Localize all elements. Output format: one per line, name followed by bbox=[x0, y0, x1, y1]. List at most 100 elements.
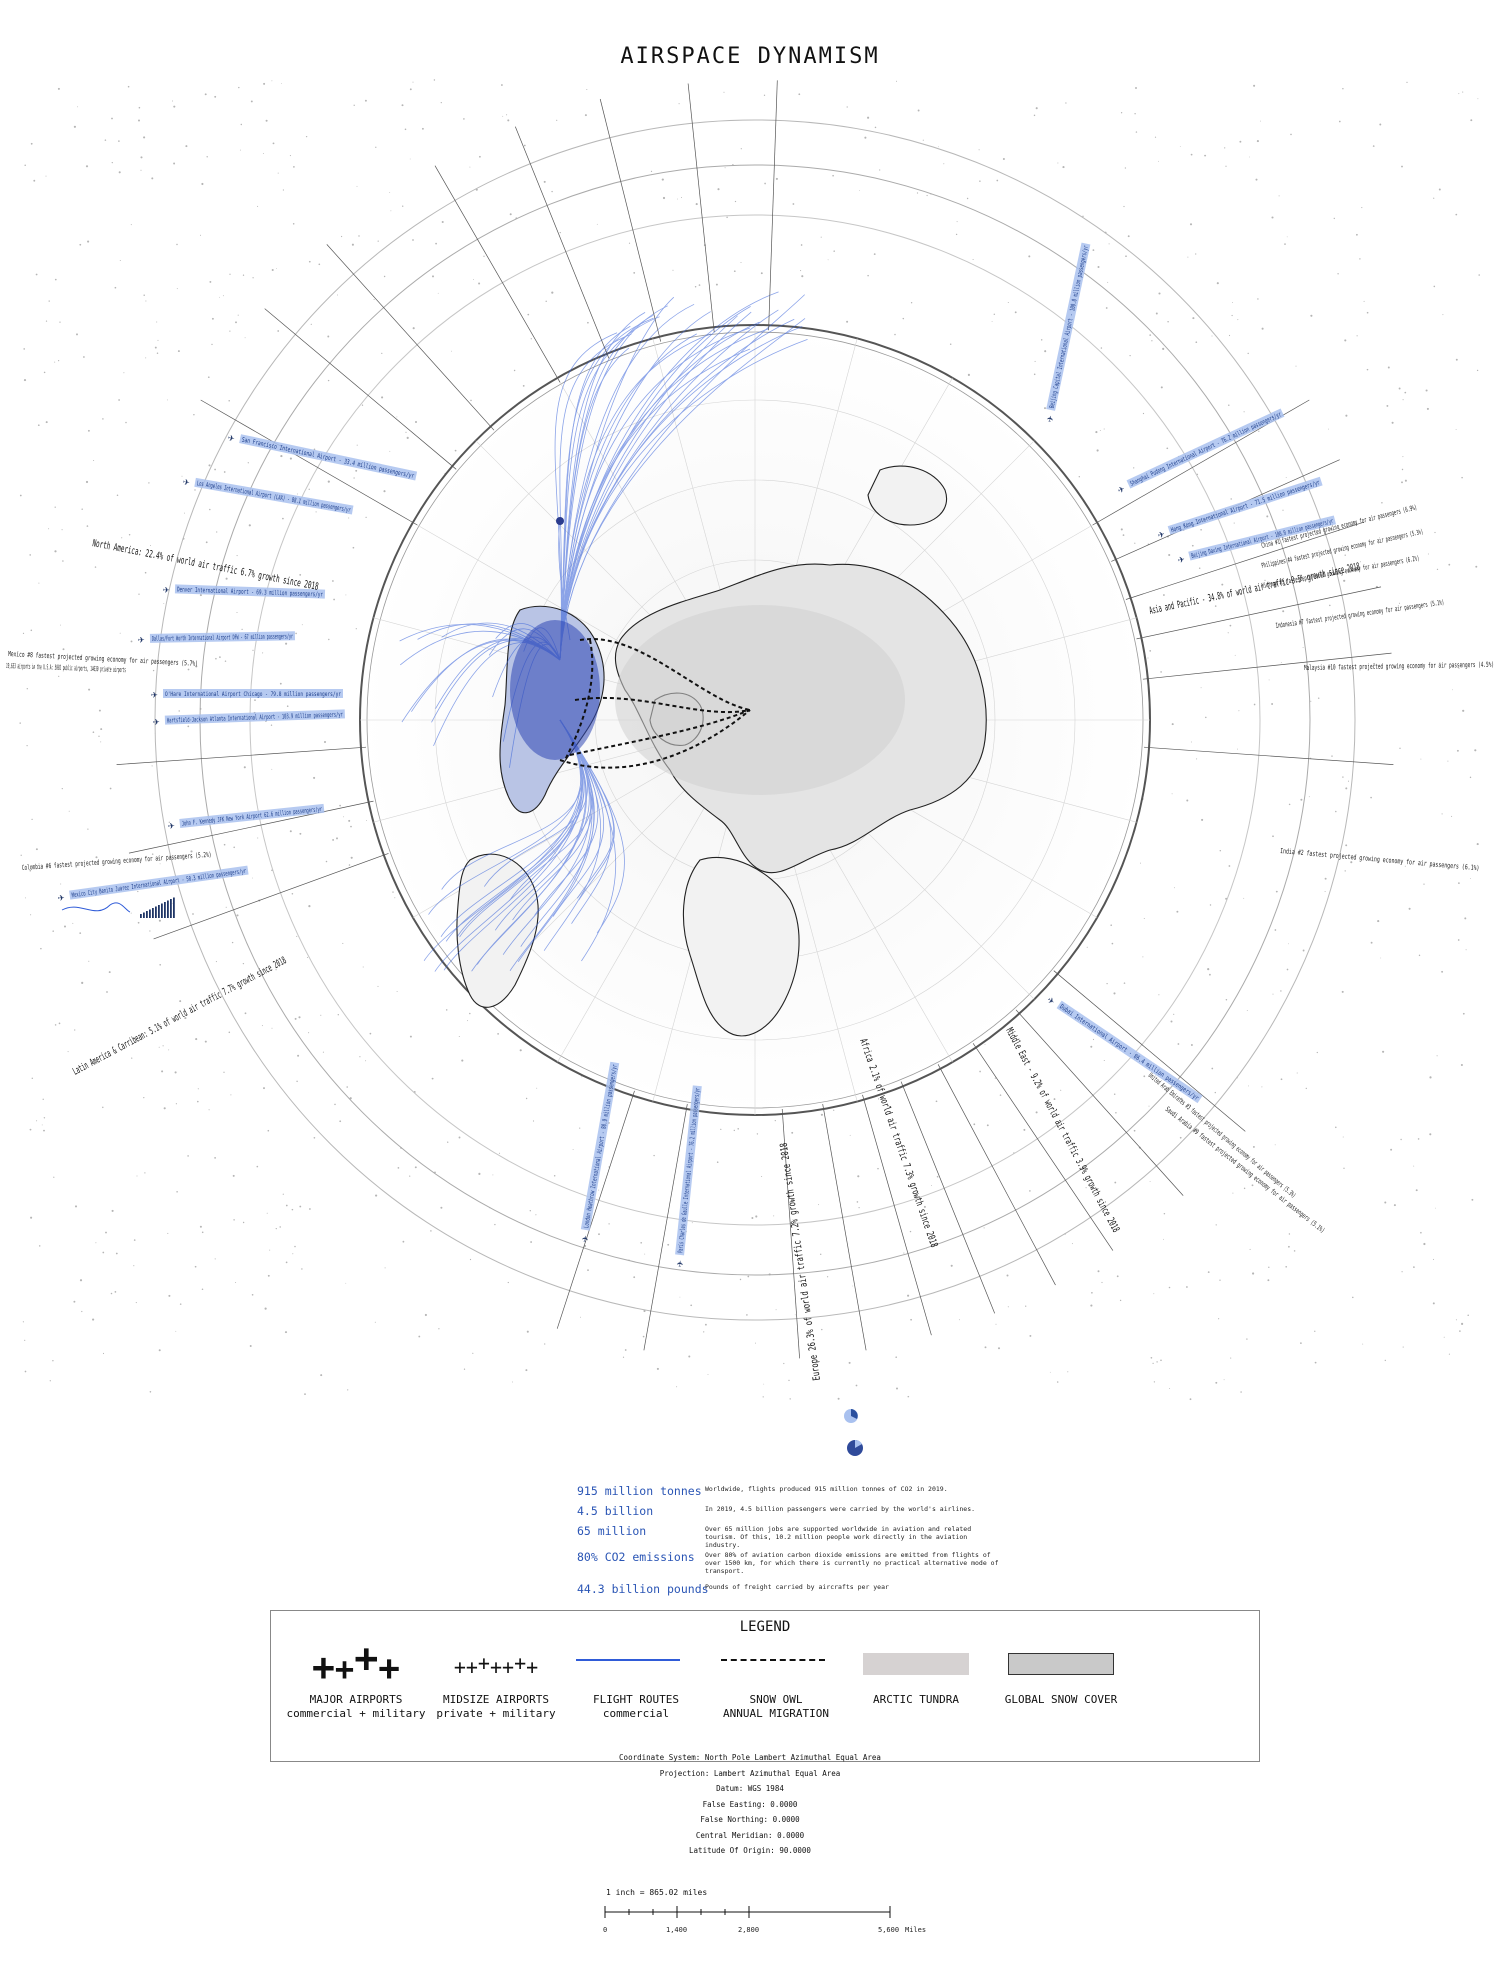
airport-label-text: O'Hare International Airport Chicago - 7… bbox=[165, 690, 341, 698]
stat-value: 44.3 billion pounds bbox=[577, 1582, 709, 1596]
growth-note: Malaysia #10 fastest projected growing e… bbox=[1304, 661, 1494, 672]
scale-bar: 0 1,400 2,800 5,600 Miles bbox=[603, 1906, 926, 1934]
airport-label: O'Hare International Airport Chicago - 7… bbox=[151, 688, 343, 701]
airplane-icon: ✈ bbox=[578, 1234, 592, 1243]
airplane-icon: ✈ bbox=[1045, 993, 1058, 1008]
growth-note: Colombia #6 fastest projected growing ec… bbox=[22, 851, 212, 872]
airport-label: John F. Kennedy JFK New York Airport 62.… bbox=[167, 803, 325, 833]
legend: LEGEND ++++ MAJOR AIRPORTS commercial + … bbox=[270, 1610, 1260, 1762]
airport-label: Mexico City Benito Juarez International … bbox=[57, 865, 249, 904]
legend-label: FLIGHT ROUTES bbox=[592, 1693, 680, 1706]
meta-line: Datum: WGS 1984 bbox=[716, 1784, 784, 1793]
airplane-icon: ✈ bbox=[1043, 414, 1057, 424]
meta-line: Latitude Of Origin: 90.0000 bbox=[689, 1846, 811, 1855]
airport-label: Dallas/Fort Worth International Airport … bbox=[138, 631, 296, 646]
airport-label: San Francisco International Airport - 33… bbox=[227, 431, 418, 481]
airplane-icon: ✈ bbox=[151, 688, 158, 701]
scale-tick: 5,600 bbox=[878, 1926, 899, 1934]
stat-value: 80% CO2 emissions bbox=[577, 1550, 695, 1564]
airplane-icon: ✈ bbox=[227, 431, 237, 445]
airport-label: Beijing Capital International Airport - … bbox=[1043, 242, 1091, 424]
meta-line: Coordinate System: North Pole Lambert Az… bbox=[619, 1753, 881, 1762]
stat-description: Over 80% of aviation carbon dioxide emis… bbox=[705, 1551, 999, 1575]
north-america-hub bbox=[510, 620, 600, 760]
legend-title: LEGEND bbox=[739, 1619, 791, 1635]
airport-label-text: Dubai International Airport - 86.4 milli… bbox=[1058, 1003, 1200, 1102]
airplane-icon: ✈ bbox=[153, 715, 160, 728]
legend-arctic-tundra: ARCTIC TUNDRA bbox=[841, 1641, 991, 1707]
legend-sublabel: commercial bbox=[602, 1707, 670, 1720]
snow-cover bbox=[615, 605, 905, 795]
legend-flight-routes: FLIGHT ROUTES commercial bbox=[561, 1641, 711, 1721]
stat-row: 4.5 billion In 2019, 4.5 billion passenge… bbox=[577, 1504, 997, 1520]
projection-info: Coordinate System: North Pole Lambert Az… bbox=[550, 1750, 950, 1859]
airport-label-text: Mexico City Benito Juarez International … bbox=[71, 867, 246, 899]
australia-landmass bbox=[867, 465, 948, 526]
flight-route-symbol bbox=[561, 1641, 711, 1693]
legend-sublabel: ANNUAL MIGRATION bbox=[723, 1707, 829, 1720]
hub-marker bbox=[556, 517, 564, 525]
midsize-airports-symbol: +++++++ bbox=[453, 1651, 539, 1679]
inset-chart bbox=[61, 897, 175, 918]
airport-label-text: Los Angeles International Airport (LAX) … bbox=[196, 479, 351, 514]
snow-owl-symbol bbox=[701, 1641, 851, 1693]
growth-note: Indonesia #7 fastest projected growing e… bbox=[1275, 598, 1444, 630]
leader-lines bbox=[116, 80, 1394, 1359]
airplane-icon: ✈ bbox=[673, 1259, 687, 1267]
airplane-icon: ✈ bbox=[163, 583, 170, 596]
airplane-icon: ✈ bbox=[182, 475, 191, 489]
map-title: AIRSPACE DYNAMISM bbox=[620, 44, 880, 69]
airport-label-text: Beijing Capital International Airport - … bbox=[1048, 245, 1090, 409]
stat-description: Over 65 million jobs are supported world… bbox=[705, 1525, 972, 1549]
legend-label: MIDSIZE AIRPORTS bbox=[443, 1693, 549, 1706]
pie-charts bbox=[844, 1409, 863, 1456]
airport-label: Paris Charles de Gaulle International Ai… bbox=[673, 1085, 702, 1268]
legend-snow-owl: SNOW OWL ANNUAL MIGRATION bbox=[701, 1641, 851, 1721]
stat-description: In 2019, 4.5 billion passengers were car… bbox=[705, 1505, 976, 1513]
airplane-icon: ✈ bbox=[1156, 527, 1167, 542]
legend-label: GLOBAL SNOW COVER bbox=[1004, 1693, 1118, 1706]
airport-label-text: Shanghai Pudong International Airport - … bbox=[1129, 410, 1283, 487]
growth-note: China #1 fastest projected growing econo… bbox=[1261, 503, 1418, 549]
snow-cover-swatch bbox=[986, 1641, 1136, 1693]
airport-label: Dubai International Airport - 86.4 milli… bbox=[1045, 993, 1203, 1104]
airport-label-text: Paris Charles de Gaulle International Ai… bbox=[676, 1087, 701, 1253]
major-airports-symbol: ++++ bbox=[312, 1636, 400, 1689]
scale-unit: Miles bbox=[905, 1926, 926, 1934]
airport-label: Hartsfield-Jackson Atlanta International… bbox=[153, 709, 345, 728]
growth-note: 19,633 airports in the U.S.A: 5002 publi… bbox=[6, 662, 126, 674]
airport-label-text: Hartsfield-Jackson Atlanta International… bbox=[167, 710, 343, 724]
tundra-swatch bbox=[841, 1641, 991, 1693]
africa-landmass bbox=[682, 856, 800, 1037]
stat-value: 65 million bbox=[577, 1524, 647, 1538]
stat-row: 80% CO2 emissions Over 80% of aviation ca… bbox=[577, 1550, 999, 1575]
airplane-icon: ✈ bbox=[167, 819, 175, 833]
growth-note: Saudi Arabia #9 fastest projected growin… bbox=[1164, 1105, 1327, 1234]
meta-line: False Easting: 0.0000 bbox=[702, 1799, 798, 1809]
stat-row: 915 million tonnes Worldwide, flights pro… bbox=[577, 1484, 997, 1500]
stat-row: 65 million Over 65 million jobs are suppo… bbox=[577, 1524, 997, 1549]
airplane-icon: ✈ bbox=[138, 633, 145, 646]
region-label: North America: 22.4% of world air traffi… bbox=[91, 538, 319, 593]
meta-line: Projection: Lambert Azimuthal Equal Area bbox=[659, 1768, 841, 1778]
airplane-icon: ✈ bbox=[57, 890, 66, 904]
legend-major-airports: ++++ MAJOR AIRPORTS commercial + militar… bbox=[281, 1636, 431, 1721]
meta-line: False Northing: 0.0000 bbox=[700, 1815, 800, 1824]
region-label: Latin America & Carribean: 5.1% of world… bbox=[71, 955, 288, 1077]
legend-label: ARCTIC TUNDRA bbox=[872, 1693, 960, 1706]
region-label: Middle East - 9.2% of world air traffic … bbox=[1003, 1026, 1121, 1234]
legend-midsize-airports: +++++++ MIDSIZE AIRPORTS private + milit… bbox=[421, 1641, 571, 1721]
stat-value: 915 million tonnes bbox=[577, 1484, 702, 1498]
legend-label: MAJOR AIRPORTS bbox=[309, 1693, 403, 1706]
scale-note: 1 inch = 865.02 miles bbox=[606, 1888, 708, 1897]
legend-snow-cover: GLOBAL SNOW COVER bbox=[986, 1641, 1136, 1707]
airport-label-text: Dallas/Fort Worth International Airport … bbox=[152, 632, 293, 642]
region-label: Europe 26.3% of world air traffic 7.2% g… bbox=[779, 1142, 823, 1381]
snow-owl-migration bbox=[559, 638, 751, 769]
stat-description: Pounds of freight carried by aircrafts p… bbox=[705, 1583, 889, 1591]
scale-tick: 0 bbox=[603, 1926, 607, 1934]
stat-value: 4.5 billion bbox=[577, 1504, 654, 1518]
flight-routes bbox=[399, 291, 808, 972]
scale-tick: 2,800 bbox=[738, 1926, 759, 1934]
